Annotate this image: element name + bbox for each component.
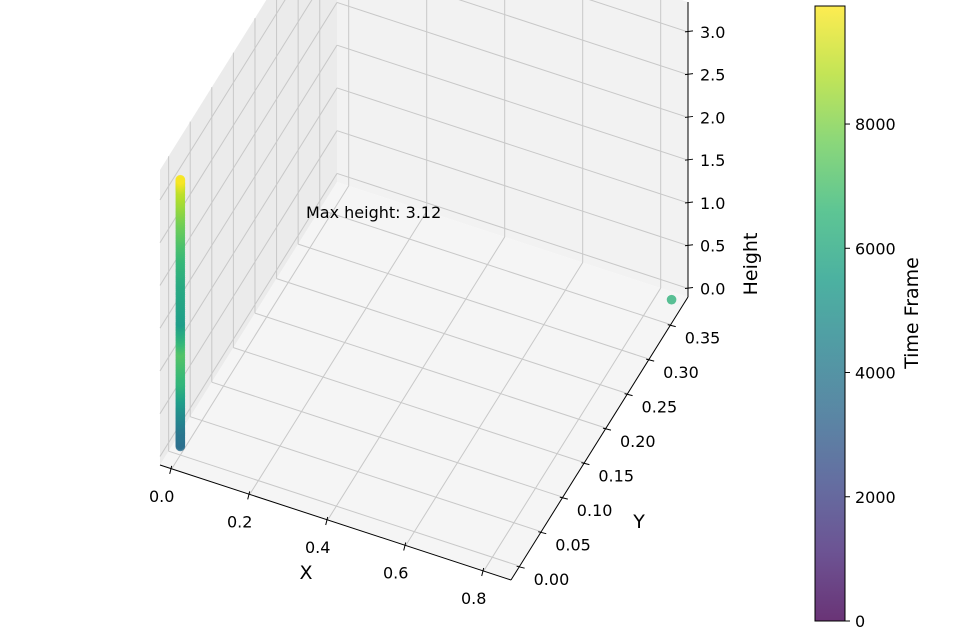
y-tick-label: 0.05 [555, 536, 591, 555]
y-tick-label: 0.25 [642, 398, 678, 417]
y-tick-labels: 0.00 0.05 0.10 0.15 0.20 0.25 0.30 0.35 [534, 329, 721, 590]
z-tick [684, 286, 694, 289]
y-tick [602, 427, 612, 431]
y-axis-line [510, 296, 689, 581]
x-tick [169, 465, 173, 474]
floor-pane [160, 182, 688, 580]
y-tick-label: 0.15 [598, 467, 634, 486]
x-axis-line [159, 464, 512, 581]
y-gridline [319, 209, 671, 326]
z-axis-label: Height [740, 233, 762, 296]
colorbar-tick-label: 8000 [855, 115, 896, 134]
x-tick [481, 567, 485, 577]
y-gridline [254, 312, 607, 429]
z-gridline [336, 87, 689, 204]
x-tick [325, 516, 329, 526]
z-tick-label: 1.0 [700, 194, 725, 213]
y-gridline [276, 278, 628, 395]
x-tick [403, 542, 407, 551]
z-tick [684, 115, 694, 118]
y-tick [667, 324, 676, 328]
x-tick-labels: 0.0 0.2 0.4 0.6 0.8 [149, 487, 486, 608]
z-tick-label: 1.5 [700, 151, 725, 170]
z-tick-label: 2.5 [700, 66, 725, 85]
z-tick-label: 0.5 [700, 237, 725, 256]
z-gridline [159, 2, 338, 286]
z-gridline [336, 44, 689, 161]
x-tick-label: 0.6 [383, 564, 408, 583]
z-tick [684, 244, 694, 247]
z-tick-label: 0.0 [700, 279, 725, 298]
z-tick [684, 158, 694, 161]
x-axis-label: X [299, 562, 312, 584]
z-gridline [159, 173, 338, 457]
outlier-point [666, 294, 677, 305]
y-tick [624, 393, 633, 397]
y-tick [581, 462, 590, 466]
y-axis-label: Y [632, 511, 645, 533]
x-gridline [249, 211, 428, 495]
gridlines [159, 0, 689, 572]
y-tick [646, 358, 655, 362]
y-tick [516, 565, 525, 569]
colorbar-tick-label: 6000 [855, 239, 896, 258]
z-gridline [336, 1, 689, 118]
z-tick [684, 201, 694, 204]
z-tick-label: 3.0 [700, 23, 725, 42]
3d-axes: 0.0 0.2 0.4 0.6 0.8 0.00 0.05 0.10 0.15 0.20 0.25… [149, 0, 762, 608]
tick-marks [169, 30, 694, 577]
x-gridline [405, 262, 584, 546]
x-tick-label: 0.2 [227, 512, 252, 531]
z-gridline [159, 44, 338, 329]
colorbar-tick-label: 4000 [855, 364, 896, 383]
x-tick-label: 0.0 [149, 487, 174, 506]
x-gridline [327, 236, 506, 521]
y-tick-label: 0.00 [534, 570, 570, 589]
colorbar-gradient [814, 5, 846, 622]
x-gridline [483, 287, 662, 572]
trajectory-point [175, 174, 186, 185]
pane-floor [160, 182, 688, 580]
x-tick [247, 491, 251, 500]
y-gridline [211, 381, 563, 498]
z-tick [684, 30, 694, 33]
z-gridline [588, 0, 689, 33]
z-tick [684, 73, 694, 76]
y-gridline [190, 416, 542, 533]
z-gridline [336, 130, 689, 247]
trajectory-points [175, 174, 677, 452]
y-gridline [168, 450, 520, 567]
y-gridline [297, 243, 650, 360]
z-gridline [336, 172, 689, 289]
axis-lines [159, 2, 689, 581]
colorbar-tick-label: 2000 [855, 488, 896, 507]
z-gridline [159, 0, 313, 243]
z-gridline [159, 87, 338, 372]
max-height-annotation: Max height: 3.12 [306, 203, 441, 222]
y-gridline [233, 347, 585, 464]
colorbar-tick-label: 0 [855, 612, 865, 631]
x-gridline [171, 185, 350, 470]
y-tick [559, 496, 568, 500]
y-tick-label: 0.30 [663, 363, 699, 382]
z-gridline [458, 0, 689, 76]
z-tick-labels: 0.0 0.5 1.0 1.5 2.0 2.5 3.0 [700, 23, 725, 299]
x-tick-label: 0.8 [461, 589, 486, 608]
colorbar: 0 2000 4000 6000 8000 Time Frame [814, 5, 923, 631]
z-gridline [159, 130, 338, 414]
y-tick-label: 0.35 [685, 329, 721, 348]
y-tick-label: 0.10 [577, 501, 613, 520]
colorbar-label: Time Frame [901, 257, 923, 370]
x-tick-label: 0.4 [305, 538, 330, 557]
z-gridline [159, 0, 286, 201]
y-tick [538, 531, 547, 535]
colorbar-ticks: 0 2000 4000 6000 8000 [845, 115, 896, 631]
y-tick-label: 0.20 [620, 432, 656, 451]
z-tick-label: 2.0 [700, 108, 725, 127]
